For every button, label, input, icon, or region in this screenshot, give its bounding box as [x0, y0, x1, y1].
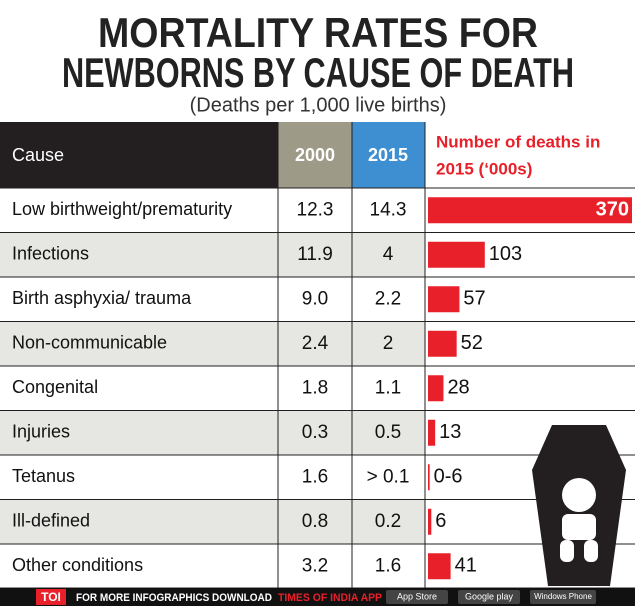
row-background — [0, 410, 425, 455]
row-background — [0, 321, 425, 366]
bar — [428, 330, 457, 357]
badge-label[interactable]: Google play — [465, 591, 514, 601]
rate-2015: 0.5 — [375, 422, 401, 443]
bar — [428, 286, 460, 313]
row-background — [0, 188, 425, 233]
rate-2000: 12.3 — [297, 199, 334, 220]
bar — [428, 375, 444, 402]
bar-label: 103 — [489, 243, 522, 265]
row-background — [0, 232, 425, 277]
cause: Non-communicable — [12, 333, 167, 353]
brand: TOI — [41, 590, 61, 604]
cause: Birth asphyxia/ trauma — [12, 288, 192, 308]
cause: Injuries — [12, 422, 70, 442]
rate-2015: > 0.1 — [367, 466, 410, 487]
bar-label: 0-6 — [434, 466, 463, 488]
rate-2000: 0.8 — [302, 511, 328, 532]
bar-label: 52 — [461, 332, 483, 354]
bar-label: 6 — [435, 510, 446, 532]
row-background — [0, 499, 425, 544]
row-background — [0, 366, 425, 411]
table-body: Low birthweight/prematurity 12.3 14.3 370 In… — [0, 122, 635, 589]
rate-2015: 1.1 — [375, 377, 401, 398]
bar-label: 370 — [596, 199, 629, 221]
header-label: 2015 — [368, 145, 408, 165]
badge[interactable] — [458, 590, 520, 604]
badge[interactable] — [386, 590, 448, 604]
rate-2000: 11.9 — [297, 244, 333, 265]
bar-label: 57 — [463, 288, 485, 310]
rate-2000: 0.3 — [302, 422, 328, 443]
cause: Low birthweight/prematurity — [12, 199, 232, 219]
cause: Congenital — [12, 377, 98, 397]
header-label: 2000 — [295, 145, 335, 165]
header-label: Cause — [12, 145, 64, 165]
chart-title: 2015 (‘000s) — [436, 159, 532, 178]
header-cell — [352, 122, 425, 188]
header-cell — [0, 122, 278, 188]
cause: Tetanus — [12, 466, 75, 486]
bar — [428, 197, 632, 224]
rate-2000: 9.0 — [302, 288, 328, 309]
subtitle: (Deaths per 1,000 live births) — [190, 94, 447, 116]
row-background — [0, 455, 425, 500]
row-background — [0, 544, 425, 589]
rate-2015: 2.2 — [375, 288, 401, 309]
rate-2015: 4 — [383, 244, 394, 265]
row-background — [0, 277, 425, 322]
cause: Other conditions — [12, 555, 143, 575]
bar — [428, 241, 485, 268]
cause: Infections — [12, 244, 89, 264]
bar-label: 41 — [455, 555, 477, 577]
cause: Ill-defined — [12, 511, 90, 531]
chart-title: Number of deaths in — [436, 132, 600, 151]
bar — [428, 553, 451, 580]
header-cell — [278, 122, 352, 188]
rate-2015: 2 — [383, 333, 394, 354]
bar — [428, 464, 430, 491]
footer-app: TIMES OF INDIA APP — [278, 592, 382, 604]
brand-box — [36, 589, 66, 605]
title-line: MORTALITY RATES FOR — [98, 9, 538, 56]
bar — [428, 419, 436, 446]
rate-2000: 1.6 — [302, 466, 328, 487]
bar — [428, 508, 432, 535]
bar-label: 13 — [439, 421, 461, 443]
rate-2015: 1.6 — [375, 555, 401, 576]
title-line: NEWBORNS BY CAUSE OF DEATH — [62, 49, 574, 96]
badge[interactable] — [530, 590, 596, 604]
baby-icon — [532, 425, 626, 586]
rate-2000: 1.8 — [302, 377, 328, 398]
badge-label[interactable]: App Store — [397, 591, 437, 601]
rate-2015: 0.2 — [375, 511, 401, 532]
rate-2015: 14.3 — [370, 199, 407, 220]
rate-2000: 3.2 — [302, 555, 328, 576]
badge-label[interactable]: Windows Phone — [534, 592, 592, 601]
footer-text: FOR MORE INFOGRAPHICS DOWNLOAD — [76, 592, 272, 604]
bar-label: 28 — [447, 377, 469, 399]
rate-2000: 2.4 — [302, 333, 329, 354]
